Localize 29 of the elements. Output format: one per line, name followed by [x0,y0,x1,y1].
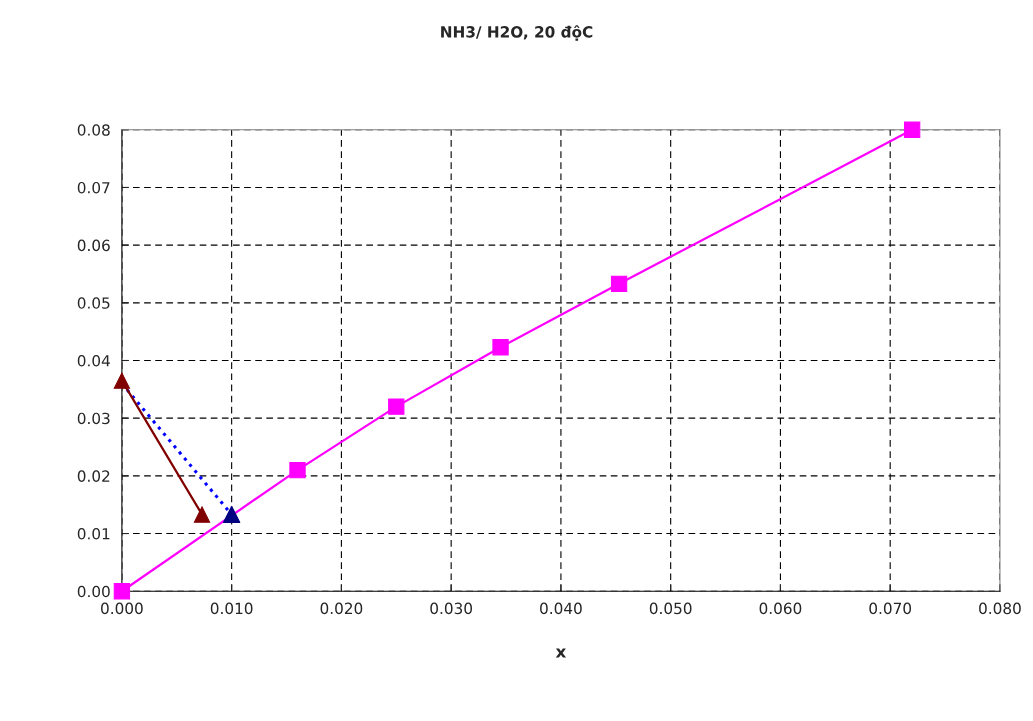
x-tick-label: 0.050 [649,602,692,615]
point [388,398,405,415]
y-tick-label: 0.04 [77,354,110,367]
x-tick-label: 0.000 [101,602,143,615]
x-tick-label: 0.020 [320,602,363,615]
y-tick-label: 0.08 [77,124,110,136]
x-tick-label: 0.080 [979,602,1021,615]
y-tick-label: 0.01 [77,528,110,540]
point [289,461,306,479]
x-tick-label: 0.070 [869,602,912,615]
point [492,339,509,356]
chart-title: NH3/ H2O, 20 độC [441,25,593,41]
y-tick-label: 0.02 [77,470,110,482]
x-tick-label: 0.010 [210,602,253,615]
y-tick-label: 0.07 [77,181,110,194]
point [193,506,211,523]
x-tick-label: 0.030 [430,602,473,615]
x-tick-label: 0.040 [540,602,582,615]
point [223,505,241,524]
point [113,372,131,389]
y-tick-label: 0.03 [77,412,110,425]
y-tick-label: 0.00 [77,585,110,598]
point [903,121,921,138]
x-tick-label: 0.060 [759,602,802,615]
y-tick-label: 0.06 [77,239,110,252]
x-axis-title: x [555,648,567,658]
point [113,583,131,600]
y-tick-label: 0.05 [77,297,110,309]
point [610,275,628,292]
